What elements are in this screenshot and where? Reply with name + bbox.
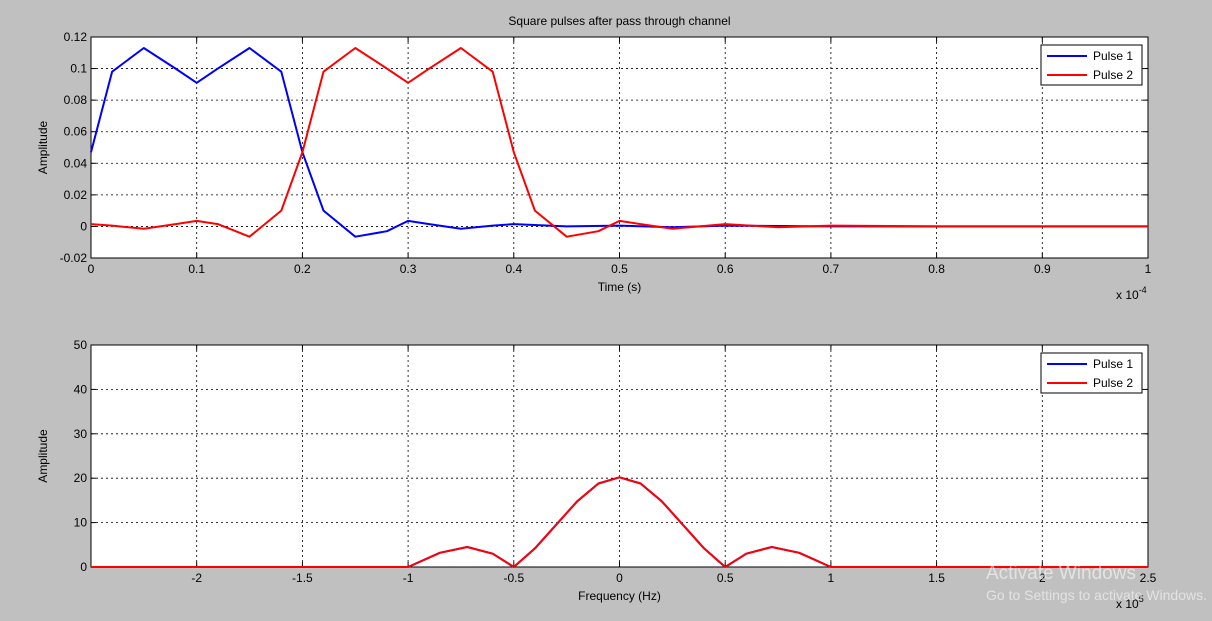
axes1-xtick-label-3: 0.3: [400, 262, 417, 276]
axes1-legend-box: [1040, 44, 1143, 86]
axes1-ytick-label-5: 0.08: [64, 93, 88, 107]
axes1-xtick-label-1: 0.1: [188, 262, 205, 276]
axes1-ytick-label-4: 0.06: [64, 125, 88, 139]
axes2-ytick-label-3: 30: [74, 427, 88, 441]
axes1-ytick-label-1: 0: [80, 219, 87, 233]
axes2-xtick-label-2: -1: [403, 571, 414, 585]
axes2-xtick-label-6: 1: [828, 571, 835, 585]
axes1-xtick-label-8: 0.8: [928, 262, 945, 276]
axes1-legend-label-1: Pulse 1: [1093, 49, 1133, 63]
axes2-ytick-label-1: 10: [74, 516, 88, 530]
axes1-xtick-label-2: 0.2: [294, 262, 311, 276]
axes1-xtick-label-5: 0.5: [611, 262, 628, 276]
axes1-ytick-label-7: 0.12: [64, 30, 88, 44]
axes2-ytick-label-0: 0: [80, 560, 87, 574]
axes2-ytick-label-2: 20: [74, 471, 88, 485]
axes2-ylabel: Amplitude: [36, 429, 50, 483]
axes1-legend: Pulse 1 Pulse 2: [1040, 44, 1143, 86]
axes1-series-pulse-2: [90, 47, 1148, 238]
axes2-legend-box: [1040, 352, 1143, 394]
axes1-xlabel: Time (s): [598, 280, 642, 294]
axes1-xtick-label-9: 0.9: [1034, 262, 1051, 276]
axes2-series-pulse-2: [91, 476, 1148, 568]
axes2-xlabel: Frequency (Hz): [578, 589, 661, 603]
axes1-ytick-label-3: 0.04: [64, 156, 88, 170]
axes1-xtick-label-6: 0.6: [717, 262, 734, 276]
axes2-x-multiplier: x 105: [1116, 594, 1144, 611]
activate-windows-hint: Go to Settings to activate Windows.: [986, 587, 1207, 603]
axes2-xtick-label-3: -0.5: [503, 571, 524, 585]
axes2-xtick-label-4: 0: [616, 571, 623, 585]
axes1-x-multiplier: x 10-4: [1116, 285, 1147, 302]
activate-windows-watermark: Activate Windows: [986, 563, 1136, 584]
axes1-ytick-label-2: 0.02: [64, 188, 88, 202]
axes2-xtick-label-9: 2.5: [1140, 571, 1157, 585]
axes2-xtick-label-0: -2: [191, 571, 202, 585]
axes1-ytick-label-6: 0.1: [70, 62, 87, 76]
axes2-legend: Pulse 1 Pulse 2: [1040, 352, 1143, 394]
axes2-xtick-label-1: -1.5: [292, 571, 313, 585]
axes1-ytick-label-0: -0.02: [60, 251, 88, 265]
axes1-xtick-label-0: 0: [88, 262, 95, 276]
axes1-series-pulse-1: [90, 47, 1148, 238]
axes2-xtick-label-7: 1.5: [928, 571, 945, 585]
axes2-legend-label-1: Pulse 1: [1093, 357, 1133, 371]
axes2-ytick-label-4: 40: [74, 382, 88, 396]
axes1-legend-label-2: Pulse 2: [1093, 68, 1133, 82]
axes1-xtick-label-10: 1: [1145, 262, 1152, 276]
axes2-ytick-label-5: 50: [74, 338, 88, 352]
axes2-legend-label-2: Pulse 2: [1093, 376, 1133, 390]
axes2-xtick-label-5: 0.5: [717, 571, 734, 585]
axes1-xtick-label-7: 0.7: [823, 262, 840, 276]
axes1-title: Square pulses after pass through channel: [508, 14, 730, 28]
axes1-xtick-label-4: 0.4: [505, 262, 522, 276]
axes2-xtick-label-8: 2: [1039, 571, 1046, 585]
axes1-ylabel: Amplitude: [36, 121, 50, 175]
